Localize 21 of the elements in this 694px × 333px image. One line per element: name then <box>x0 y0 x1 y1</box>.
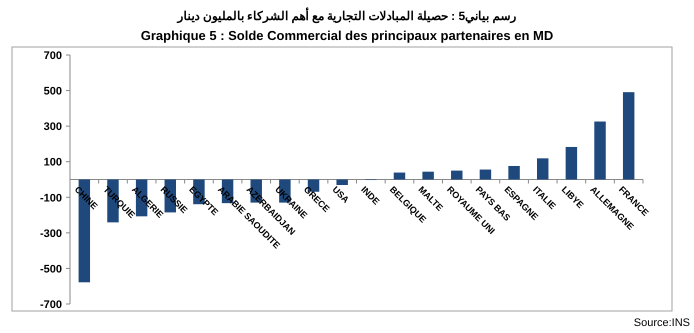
y-tick-label: -500 <box>40 263 62 276</box>
bar <box>422 172 434 180</box>
y-tick-label: -700 <box>40 299 62 311</box>
bar <box>336 180 348 186</box>
chart-subtitle: Graphique 5 : Solde Commercial des principaux partenaires en MD <box>140 28 554 43</box>
source-note: Source:INS <box>634 317 690 329</box>
y-tick-label: 100 <box>44 156 62 169</box>
bar <box>480 170 492 180</box>
chart-title: رسم بياني5 : حصيلة المبادلات التجارية مع أهم الشركاء بالمليون دينار <box>176 8 517 24</box>
bar <box>594 122 606 180</box>
y-tick-label: -300 <box>40 228 62 240</box>
y-tick-label: -100 <box>40 192 62 204</box>
bar <box>536 158 548 180</box>
bar <box>622 92 634 180</box>
bar <box>451 170 463 180</box>
bar <box>508 166 520 180</box>
y-tick-label: 300 <box>44 121 62 134</box>
y-tick-label: 700 <box>44 50 62 62</box>
bar <box>566 146 578 180</box>
bar <box>394 172 406 180</box>
y-tick-label: 500 <box>44 86 62 98</box>
